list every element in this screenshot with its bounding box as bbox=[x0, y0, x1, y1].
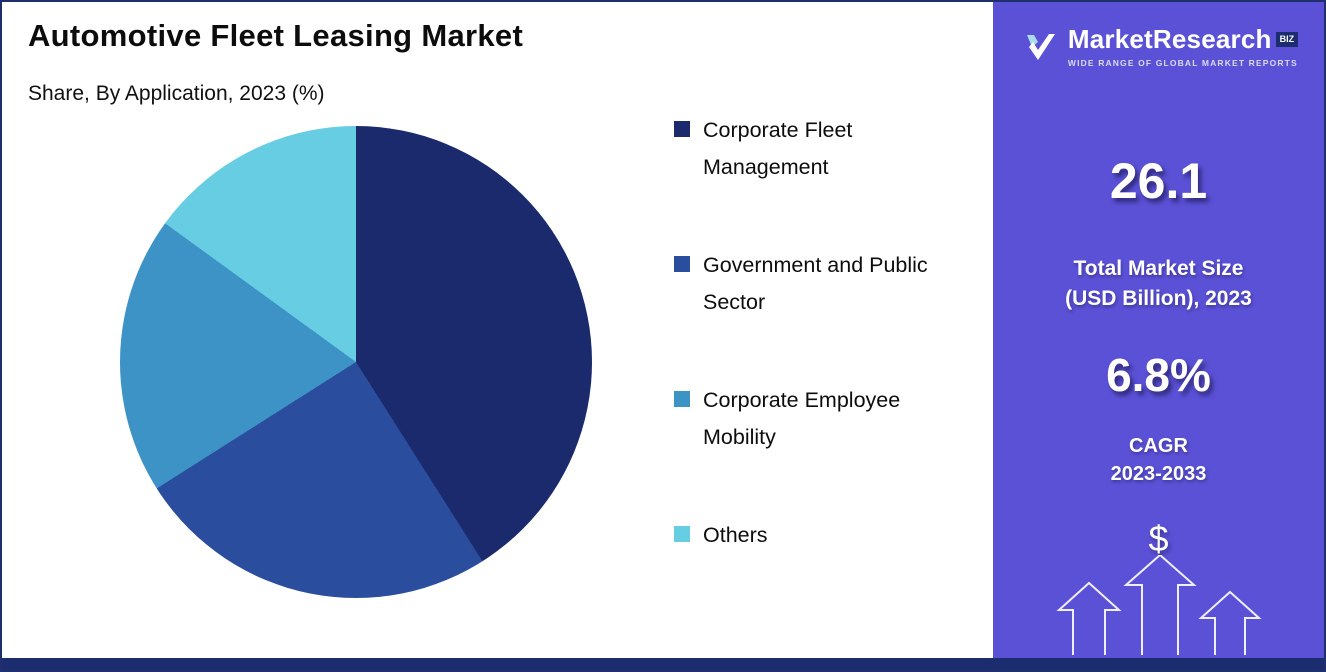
cagr-value: 6.8% bbox=[1106, 349, 1211, 401]
legend-label: Government and Public Sector bbox=[703, 253, 928, 314]
market-size-label-line2: (USD Billion), 2023 bbox=[1065, 287, 1252, 310]
legend-label: Corporate Fleet Management bbox=[703, 118, 853, 179]
chart-legend: Corporate Fleet Management Government an… bbox=[674, 112, 935, 554]
brand-sidebar: MarketResearch BIZ WIDE RANGE OF GLOBAL … bbox=[993, 2, 1324, 658]
market-size-value: 26.1 bbox=[1109, 153, 1208, 209]
pie-chart bbox=[120, 126, 592, 598]
brand-tagline: WIDE RANGE OF GLOBAL MARKET REPORTS bbox=[1067, 58, 1298, 68]
footer-bar bbox=[2, 658, 1324, 670]
dollar-icon: $ bbox=[1148, 518, 1169, 559]
page-title: Automotive Fleet Leasing Market bbox=[28, 18, 524, 53]
legend-item: Others bbox=[674, 517, 935, 554]
market-size-label: Total Market Size (USD Billion), 2023 bbox=[993, 254, 1324, 314]
brand-suffix-badge: BIZ bbox=[1275, 32, 1299, 47]
legend-label: Corporate Employee Mobility bbox=[703, 388, 901, 449]
brand-logo-icon bbox=[1019, 27, 1059, 72]
growth-arrows-icon bbox=[1039, 553, 1279, 660]
market-size-label-line1: Total Market Size bbox=[1073, 257, 1244, 280]
legend-swatch bbox=[674, 256, 690, 273]
brand-name: MarketResearch bbox=[1067, 24, 1272, 54]
legend-item: Corporate Employee Mobility bbox=[674, 382, 935, 455]
legend-item: Government and Public Sector bbox=[674, 247, 935, 320]
brand-text-block: MarketResearch BIZ WIDE RANGE OF GLOBAL … bbox=[1067, 24, 1299, 68]
legend-swatch bbox=[674, 121, 690, 137]
legend-swatch bbox=[674, 391, 690, 408]
brand-header: MarketResearch BIZ WIDE RANGE OF GLOBAL … bbox=[993, 24, 1324, 72]
cagr-label-line1: CAGR bbox=[1129, 435, 1188, 457]
legend-label: Others bbox=[703, 523, 768, 548]
cagr-label: CAGR 2023-2033 bbox=[993, 432, 1324, 488]
chart-subtitle: Share, By Application, 2023 (%) bbox=[28, 82, 325, 105]
legend-swatch bbox=[674, 526, 690, 543]
legend-item: Corporate Fleet Management bbox=[674, 112, 935, 185]
cagr-label-line2: 2023-2033 bbox=[1110, 463, 1207, 485]
